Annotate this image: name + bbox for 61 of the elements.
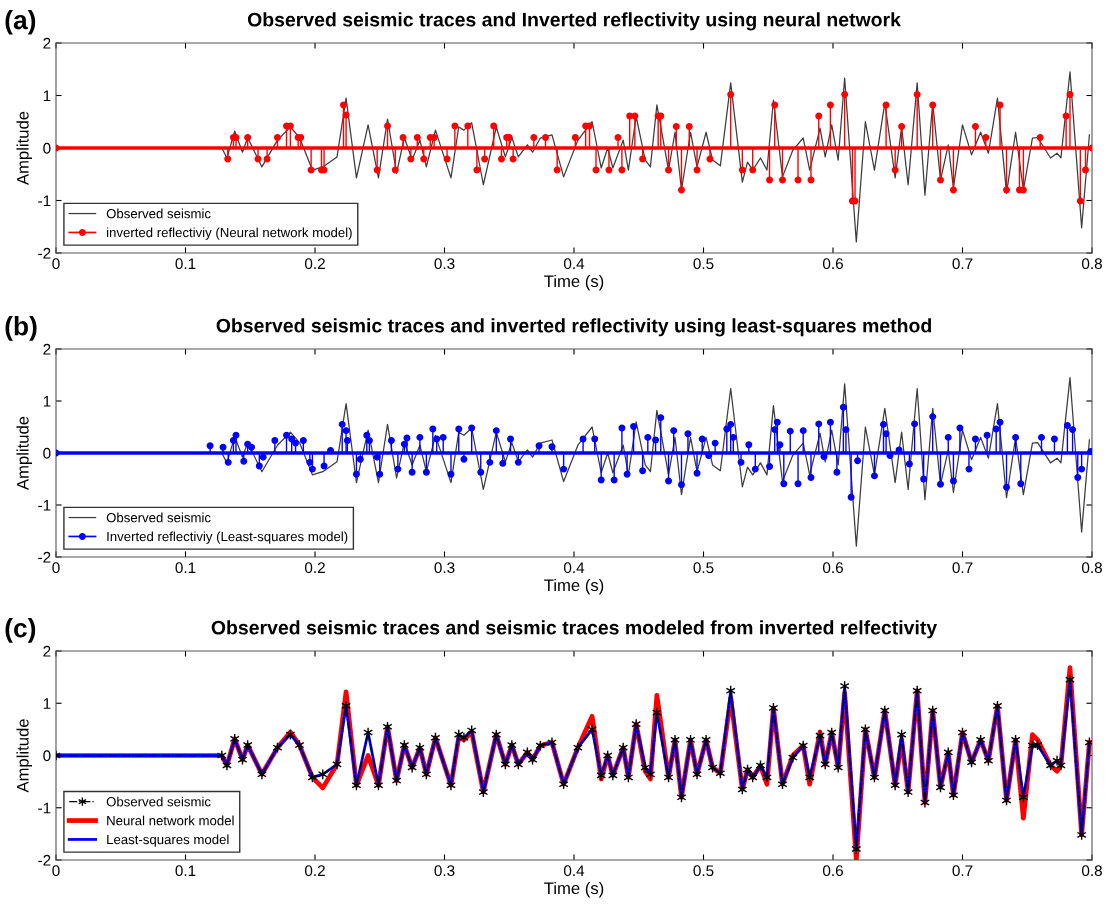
x-tick-label: 0 bbox=[52, 865, 60, 877]
legend-label: Inverted reflectiviy (Least-squares model) bbox=[107, 531, 348, 544]
legend-label: Observed seismic bbox=[106, 208, 211, 219]
legend-label: Observed seismic bbox=[106, 796, 211, 807]
x-axis-title: Time (s) bbox=[544, 881, 604, 898]
x-tick-label: 0.5 bbox=[693, 865, 714, 877]
legend-label: Observed seismic bbox=[106, 512, 211, 523]
legend-label: Neural network model bbox=[107, 815, 234, 826]
chart-title: Observed seismic traces and Inverted reflectivity using neural network bbox=[247, 12, 901, 31]
x-tick-label: 0.5 bbox=[693, 562, 714, 574]
y-tick-label: 2 bbox=[43, 645, 51, 657]
y-tick-label: 0 bbox=[43, 447, 51, 459]
x-tick-label: 0.7 bbox=[952, 562, 973, 574]
y-axis-title: Amplitude bbox=[16, 416, 32, 491]
x-tick-label: 0.1 bbox=[175, 258, 196, 270]
x-tick-label: 0.6 bbox=[822, 258, 843, 270]
y-axis-title: Amplitude bbox=[16, 111, 32, 186]
x-tick-label: 0.4 bbox=[563, 865, 585, 877]
x-axis-title: Time (s) bbox=[544, 274, 604, 291]
y-tick-label: -1 bbox=[38, 195, 51, 207]
x-tick-label: 0.6 bbox=[822, 562, 843, 574]
x-tick-label: 0.5 bbox=[693, 258, 714, 270]
chart-title: Observed seismic traces and seismic traces modeled from inverted relfectivity bbox=[211, 620, 938, 639]
x-axis-title: Time (s) bbox=[544, 578, 604, 595]
x-tick-label: 0.4 bbox=[563, 562, 585, 574]
y-tick-label: -2 bbox=[38, 247, 51, 259]
text: (b) bbox=[5, 316, 37, 341]
x-tick-label: 0.1 bbox=[175, 562, 196, 574]
y-axis-title: Amplitude bbox=[16, 719, 32, 793]
x-tick-label: 0.6 bbox=[822, 865, 843, 877]
x-tick-label: 0.2 bbox=[304, 562, 325, 574]
y-tick-label: -1 bbox=[38, 802, 51, 814]
y-tick-label: 0 bbox=[43, 142, 51, 154]
x-tick-label: 0.8 bbox=[1081, 258, 1102, 270]
x-tick-label: 0.8 bbox=[1081, 562, 1102, 574]
x-tick-label: 0.2 bbox=[304, 865, 325, 877]
x-tick-label: 0.2 bbox=[304, 258, 325, 270]
x-tick-label: 0.1 bbox=[175, 865, 196, 877]
x-tick-label: 0 bbox=[52, 258, 60, 270]
y-tick-label: 2 bbox=[43, 343, 51, 355]
legend-label: Least-squares model bbox=[107, 834, 229, 847]
x-tick-label: 0.3 bbox=[434, 562, 455, 574]
text: (a) bbox=[5, 10, 36, 35]
x-tick-label: 0.7 bbox=[952, 258, 973, 270]
text: (c) bbox=[5, 618, 36, 643]
y-tick-label: 1 bbox=[43, 396, 51, 407]
y-tick-label: 1 bbox=[43, 90, 51, 102]
legend-label: inverted reflectiviy (Neural network model) bbox=[107, 227, 352, 240]
y-tick-label: 0 bbox=[43, 750, 51, 762]
x-tick-label: 0.8 bbox=[1081, 865, 1102, 877]
y-tick-label: -2 bbox=[38, 551, 51, 563]
y-tick-label: -2 bbox=[38, 854, 51, 866]
y-tick-label: 2 bbox=[43, 37, 51, 49]
x-tick-label: 0.4 bbox=[563, 258, 585, 270]
x-tick-label: 0.3 bbox=[434, 865, 455, 877]
chart-title: Observed seismic traces and inverted reflectivity using least-squares method bbox=[216, 318, 931, 337]
x-tick-label: 0.7 bbox=[952, 865, 973, 877]
y-tick-label: -1 bbox=[38, 500, 51, 511]
x-tick-label: 0 bbox=[52, 562, 60, 574]
y-tick-label: 1 bbox=[43, 698, 51, 709]
x-tick-label: 0.3 bbox=[434, 258, 455, 270]
